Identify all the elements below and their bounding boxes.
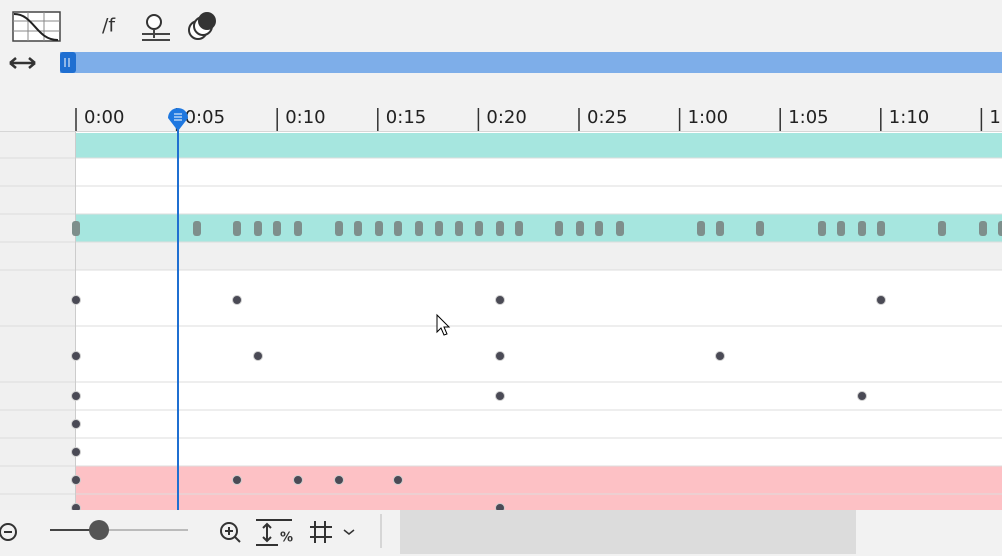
icon-grid [13, 12, 60, 41]
keyframe [876, 295, 886, 305]
mouse-cursor [436, 313, 451, 336]
keyframe-block [294, 221, 302, 236]
group-row [76, 214, 1002, 242]
keyframe-block [415, 221, 423, 236]
keyframe [495, 391, 505, 401]
keyframe-block [254, 221, 262, 236]
label-column [0, 132, 75, 510]
keyframe-block [335, 221, 343, 236]
playhead-grip [174, 113, 182, 121]
keyframe [293, 475, 303, 485]
handle-grip [64, 58, 70, 67]
fit-height-button[interactable]: % [256, 519, 293, 546]
keyframe [232, 295, 242, 305]
icon [142, 29, 170, 41]
percent-label: % [280, 531, 293, 546]
status-area [400, 510, 856, 554]
group-row [76, 133, 1002, 158]
keyframe [71, 447, 81, 457]
keyframe-block [938, 221, 946, 236]
ruler-label: 0:10 [285, 107, 325, 128]
keyframe-block [756, 221, 764, 236]
scrollbar-handle[interactable] [60, 52, 76, 73]
frame-label[interactable]: /f [102, 15, 116, 37]
keyframe [857, 391, 867, 401]
keyframe-block [273, 221, 281, 236]
keyframe-block [858, 221, 866, 236]
keyframe-block [555, 221, 563, 236]
keyframe-block [193, 221, 201, 236]
grid-snap-button[interactable] [310, 521, 355, 543]
icon-curve [13, 13, 59, 41]
keyframe-block [837, 221, 845, 236]
keyframe-block [979, 221, 987, 236]
keyframe-block [818, 221, 826, 236]
icon [256, 519, 292, 546]
marker-button[interactable] [142, 14, 170, 41]
keyframe-block [72, 221, 80, 236]
icon [225, 527, 241, 543]
ruler-label: 1:05 [788, 107, 828, 128]
keyframe-block [877, 221, 885, 236]
keyframe [71, 295, 81, 305]
zoom-in-button[interactable] [220, 522, 241, 543]
keyframe-block [616, 221, 624, 236]
keyframe-block [496, 221, 504, 236]
icon [146, 14, 162, 30]
keyframe-block [697, 221, 705, 236]
icon-frame [12, 11, 61, 42]
ruler-label: 0:20 [486, 107, 526, 128]
keyframe-block [998, 221, 1002, 236]
ruler-label: 1:00 [688, 107, 728, 128]
ruler-label: 0:00 [84, 107, 124, 128]
icon [310, 521, 332, 543]
keyframe-block [576, 221, 584, 236]
keyframe-block [435, 221, 443, 236]
curve-editor-button[interactable] [12, 11, 61, 42]
ruler-label: 0:05 [185, 107, 225, 128]
keyframe [393, 475, 403, 485]
keyframe [71, 475, 81, 485]
icon [220, 522, 238, 540]
keyframe-block [233, 221, 241, 236]
keyframe [71, 391, 81, 401]
dropdown-arrow [343, 529, 355, 535]
keyframe-block [455, 221, 463, 236]
keyframe-block [375, 221, 383, 236]
fit-button[interactable] [9, 57, 36, 69]
keyframe [715, 351, 725, 361]
icon [0, 523, 17, 541]
ruler-label: 0:25 [587, 107, 627, 128]
keyframe-block [716, 221, 724, 236]
selected-row [76, 466, 1002, 510]
keyframe-block [354, 221, 362, 236]
keyframe-block [394, 221, 402, 236]
track-area [0, 132, 1002, 510]
empty-row [76, 242, 1002, 270]
icon [198, 12, 216, 30]
keyframe [495, 295, 505, 305]
keyframe [71, 419, 81, 429]
keyframe-block [515, 221, 523, 236]
ruler-label: 1:10 [889, 107, 929, 128]
keyframe-block [475, 221, 483, 236]
scrollbar-track[interactable] [60, 52, 1002, 73]
ruler-label: 1: [989, 107, 1002, 128]
ruler-label: 0:15 [386, 107, 426, 128]
keyframe [495, 351, 505, 361]
zoom-slider-thumb[interactable] [89, 520, 109, 540]
keyframe [334, 475, 344, 485]
keyframe [71, 351, 81, 361]
keyframe [232, 475, 242, 485]
track-rows [0, 132, 1002, 513]
zoom-out-button[interactable] [0, 523, 17, 541]
keyframe-block [595, 221, 603, 236]
onion-skin-button[interactable] [188, 12, 216, 40]
keyframe [253, 351, 263, 361]
